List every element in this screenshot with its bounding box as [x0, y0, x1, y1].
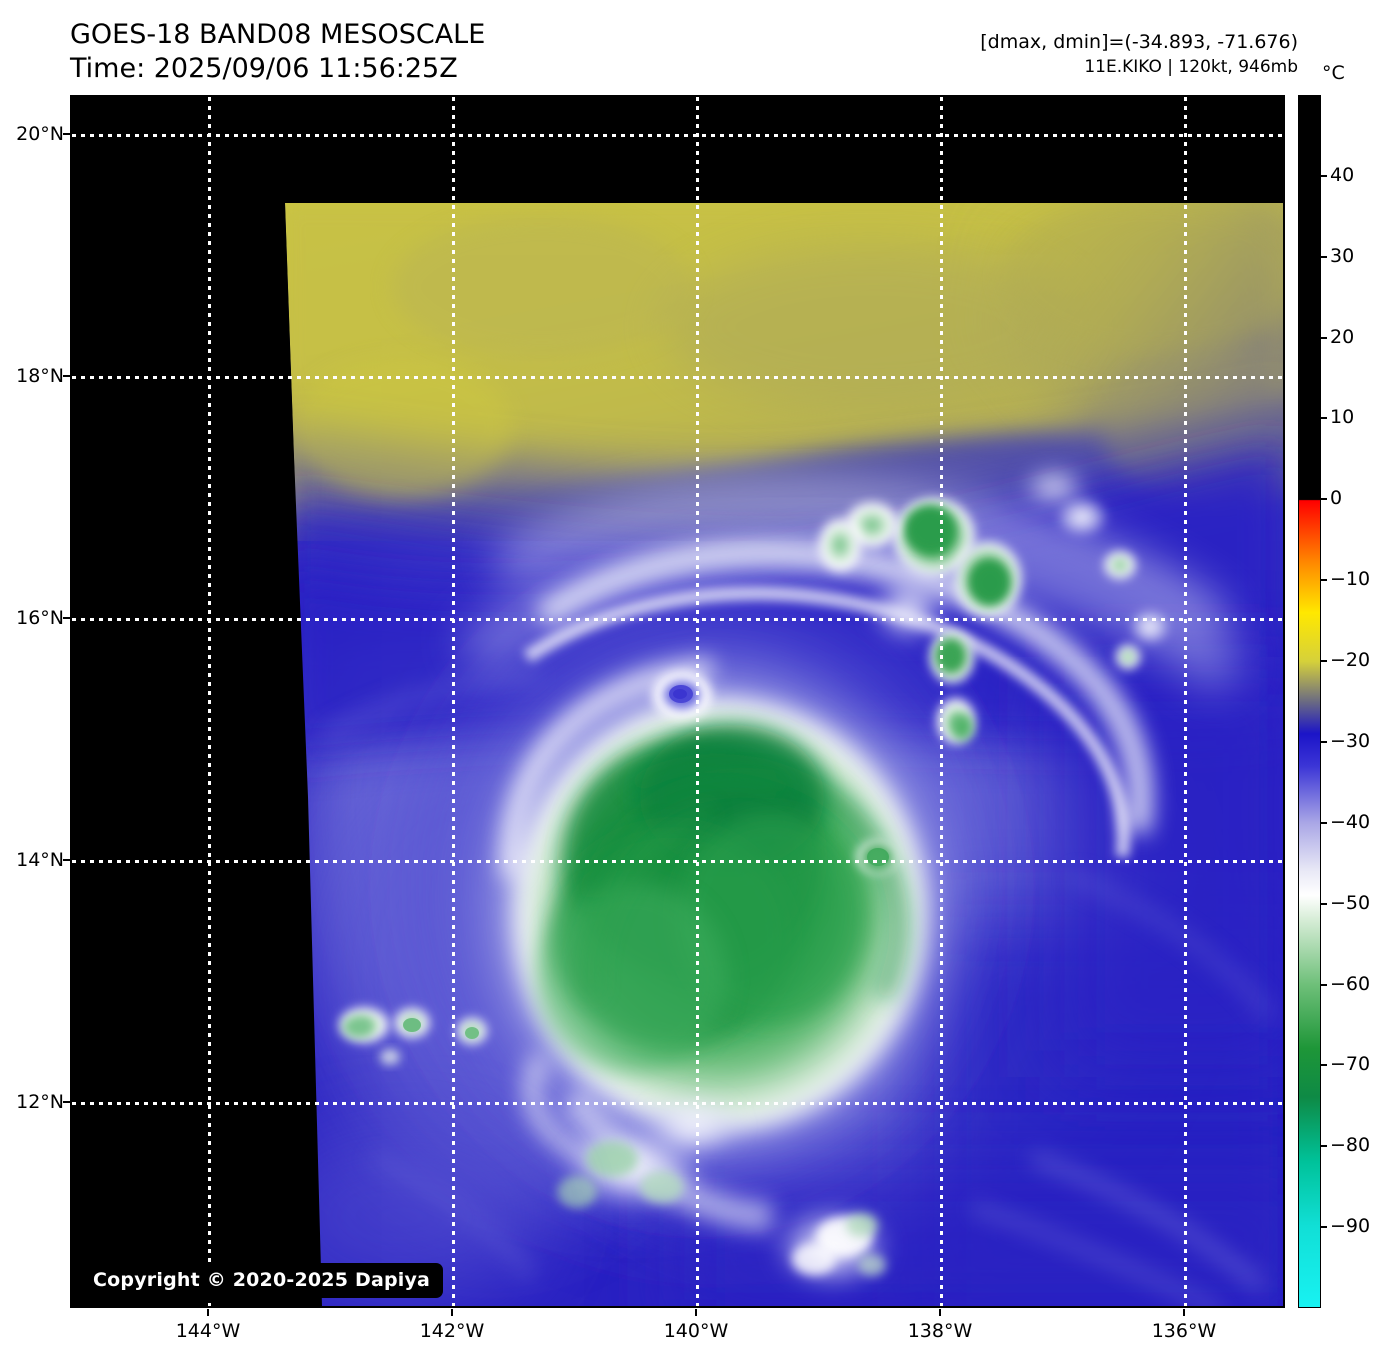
colorbar-tick-mark	[1321, 902, 1327, 905]
copyright-watermark: Copyright © 2020-2025 Dapiya	[80, 1263, 444, 1298]
xtick-mark-142W	[451, 1309, 453, 1316]
xtick-mark-138W	[939, 1309, 941, 1316]
colorbar-tick-mark	[1321, 821, 1327, 824]
ytick-mark-20N	[63, 133, 70, 135]
ytick-mark-12N	[63, 1101, 70, 1103]
title-block: GOES-18 BAND08 MESOSCALE Time: 2025/09/0…	[70, 18, 485, 86]
ytick-mark-18N	[63, 375, 70, 377]
colorbar-unit-label: °C	[1322, 62, 1345, 84]
colorbar-tick-label: −50	[1330, 891, 1371, 914]
colorbar-tick-label: 0	[1330, 487, 1343, 510]
ytick-label-12N: 12°N	[16, 1091, 64, 1113]
colorbar-tick-mark	[1321, 255, 1327, 258]
xtick-label-142W: 142°W	[419, 1320, 485, 1342]
xtick-label-138W: 138°W	[907, 1320, 973, 1342]
ytick-label-16N: 16°N	[16, 607, 64, 629]
colorbar-tick-mark	[1321, 740, 1327, 743]
colorbar-tick-mark	[1321, 983, 1327, 986]
colorbar-tick-mark	[1321, 498, 1327, 501]
colorbar-tick-mark	[1321, 1064, 1327, 1067]
ytick-mark-14N	[63, 859, 70, 861]
colorbar-tick-label: −30	[1330, 729, 1371, 752]
colorbar-tick-label: −40	[1330, 810, 1371, 833]
colorbar-tick-label: −70	[1330, 1053, 1371, 1076]
storm-info-label: 11E.KIKO | 120kt, 946mb	[1084, 57, 1298, 77]
xtick-label-136W: 136°W	[1151, 1320, 1217, 1342]
colorbar-tick-mark	[1321, 1226, 1327, 1229]
colorbar-tick-mark	[1321, 660, 1327, 663]
colorbar-tick-mark	[1321, 417, 1327, 420]
colorbar-tick-label: −20	[1330, 649, 1371, 672]
colorbar-tick-label: −60	[1330, 972, 1371, 995]
colorbar-tick-mark	[1321, 336, 1327, 339]
xtick-label-144W: 144°W	[175, 1320, 241, 1342]
ytick-label-18N: 18°N	[16, 365, 64, 387]
ytick-mark-16N	[63, 617, 70, 619]
dmax-dmin-label: [dmax, dmin]=(-34.893, -71.676)	[980, 31, 1298, 53]
colorbar-tick-mark	[1321, 579, 1327, 582]
colorbar-tick-label: −80	[1330, 1134, 1371, 1157]
colorbar-tick-label: −90	[1330, 1215, 1371, 1238]
colorbar-tick-label: 40	[1330, 163, 1355, 186]
satellite-imagery-canvas	[72, 97, 1283, 1306]
timestamp-label: Time: 2025/09/06 11:56:25Z	[70, 53, 458, 84]
xtick-mark-136W	[1183, 1309, 1185, 1316]
metadata-block: [dmax, dmin]=(-34.893, -71.676) 11E.KIKO…	[980, 30, 1298, 79]
satellite-plot[interactable]: Copyright © 2020-2025 Dapiya	[70, 95, 1285, 1308]
colorbar-tick-label: 20	[1330, 325, 1355, 348]
colorbar-gradient	[1299, 96, 1320, 1307]
colorbar-tick-mark	[1321, 1145, 1327, 1148]
colorbar-tick-label: 10	[1330, 406, 1355, 429]
ytick-label-20N: 20°N	[16, 123, 64, 145]
page-title: GOES-18 BAND08 MESOSCALE	[70, 19, 486, 50]
colorbar[interactable]	[1298, 95, 1321, 1308]
ytick-label-14N: 14°N	[16, 849, 64, 871]
colorbar-tick-label: −10	[1330, 568, 1371, 591]
colorbar-tick-label: 30	[1330, 244, 1355, 267]
xtick-label-140W: 140°W	[663, 1320, 729, 1342]
xtick-mark-144W	[207, 1309, 209, 1316]
xtick-mark-140W	[695, 1309, 697, 1316]
colorbar-tick-mark	[1321, 174, 1327, 177]
